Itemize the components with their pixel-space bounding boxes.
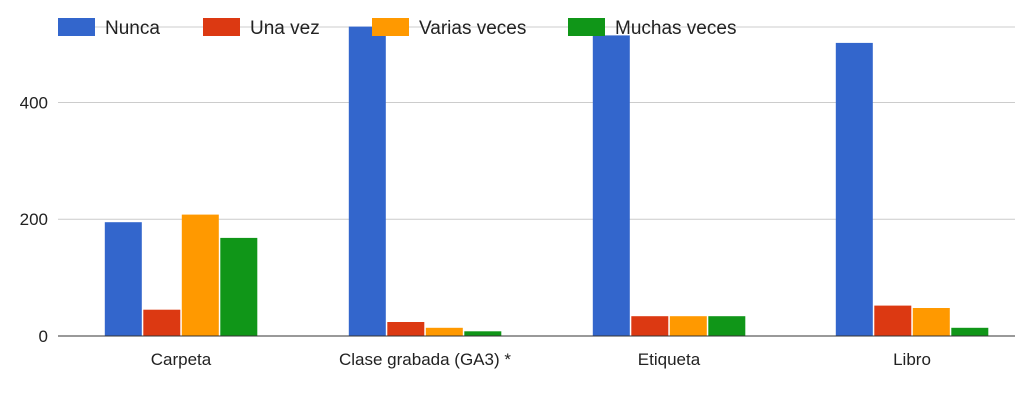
bar-muchas-veces[interactable]	[708, 316, 746, 336]
legend-label: Una vez	[250, 18, 320, 39]
bar-una-vez[interactable]	[387, 322, 425, 336]
legend-swatch	[568, 18, 605, 36]
bar-nunca[interactable]	[104, 222, 142, 336]
x-tick-label: Clase grabada (GA3) *	[339, 350, 511, 369]
legend-item-nunca[interactable]: Nunca	[58, 18, 160, 39]
bar-muchas-veces[interactable]	[464, 331, 502, 336]
bar-una-vez[interactable]	[143, 309, 181, 336]
bar-muchas-veces[interactable]	[951, 327, 989, 336]
legend-label: Nunca	[105, 18, 160, 39]
legend-swatch	[58, 18, 95, 36]
x-tick-label: Etiqueta	[638, 350, 701, 369]
bars	[104, 26, 989, 337]
x-tick-label: Carpeta	[151, 350, 212, 369]
y-axis-tick-labels: 0 200 400	[20, 93, 48, 346]
y-tick-label: 400	[20, 93, 48, 112]
y-tick-label: 200	[20, 210, 48, 229]
legend-item-varias-veces[interactable]: Varias veces	[372, 18, 526, 39]
x-tick-label: Libro	[893, 350, 931, 369]
y-tick-label: 0	[39, 327, 48, 346]
bar-muchas-veces[interactable]	[220, 237, 258, 336]
bar-varias-veces[interactable]	[669, 316, 707, 336]
legend-swatch	[372, 18, 409, 36]
legend[interactable]: Nunca Una vez Varias veces Muchas veces	[58, 18, 736, 39]
bar-varias-veces[interactable]	[912, 308, 950, 336]
bar-varias-veces[interactable]	[181, 214, 219, 336]
legend-item-muchas-veces[interactable]: Muchas veces	[568, 18, 736, 39]
bar-una-vez[interactable]	[874, 305, 912, 336]
bar-varias-veces[interactable]	[425, 327, 463, 336]
bar-nunca[interactable]	[835, 42, 873, 337]
bar-una-vez[interactable]	[631, 316, 669, 336]
legend-label: Varias veces	[419, 18, 526, 39]
bar-nunca[interactable]	[348, 26, 386, 336]
legend-label: Muchas veces	[615, 18, 736, 39]
legend-item-una-vez[interactable]: Una vez	[203, 18, 320, 39]
bar-nunca[interactable]	[592, 35, 630, 337]
legend-swatch	[203, 18, 240, 36]
x-axis-tick-labels: Carpeta Clase grabada (GA3) * Etiqueta Libr…	[151, 350, 931, 369]
